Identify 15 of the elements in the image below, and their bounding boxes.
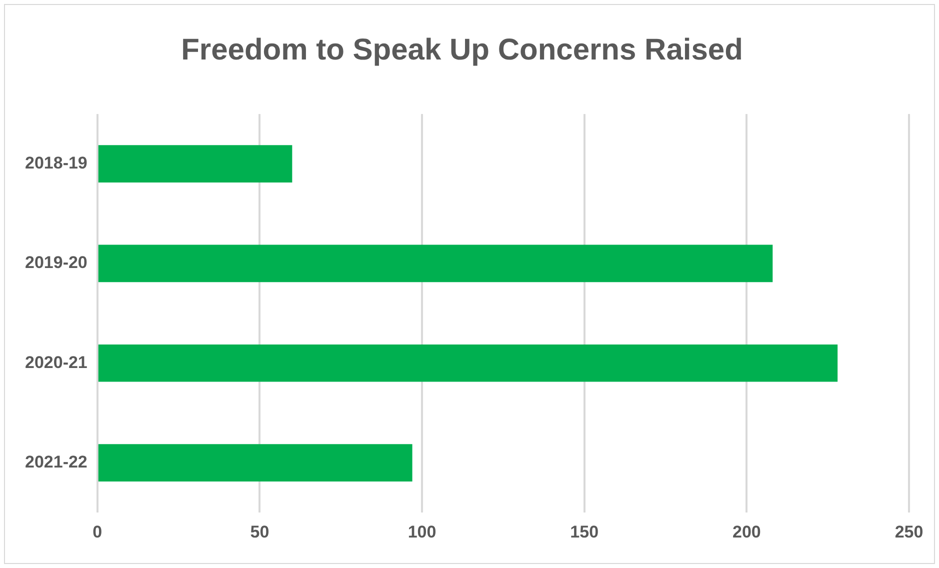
y-tick-label: 2021-22: [25, 452, 88, 472]
x-tick-label: 150: [570, 522, 599, 542]
x-tick-label: 0: [92, 522, 102, 542]
bar: [98, 444, 412, 482]
y-tick-label: 2020-21: [25, 352, 88, 372]
x-tick-label: 250: [894, 522, 924, 542]
y-tick-label: 2018-19: [25, 154, 88, 173]
x-tick-label: 50: [250, 522, 270, 542]
y-tick-label: 2019-20: [25, 253, 88, 272]
chart-title: Freedom to Speak Up Concerns Raised: [181, 33, 743, 66]
bar: [98, 145, 292, 183]
x-tick-label: 100: [408, 522, 436, 542]
x-tick-label: 200: [732, 522, 761, 542]
bar: [98, 244, 773, 282]
bar: [98, 344, 838, 382]
